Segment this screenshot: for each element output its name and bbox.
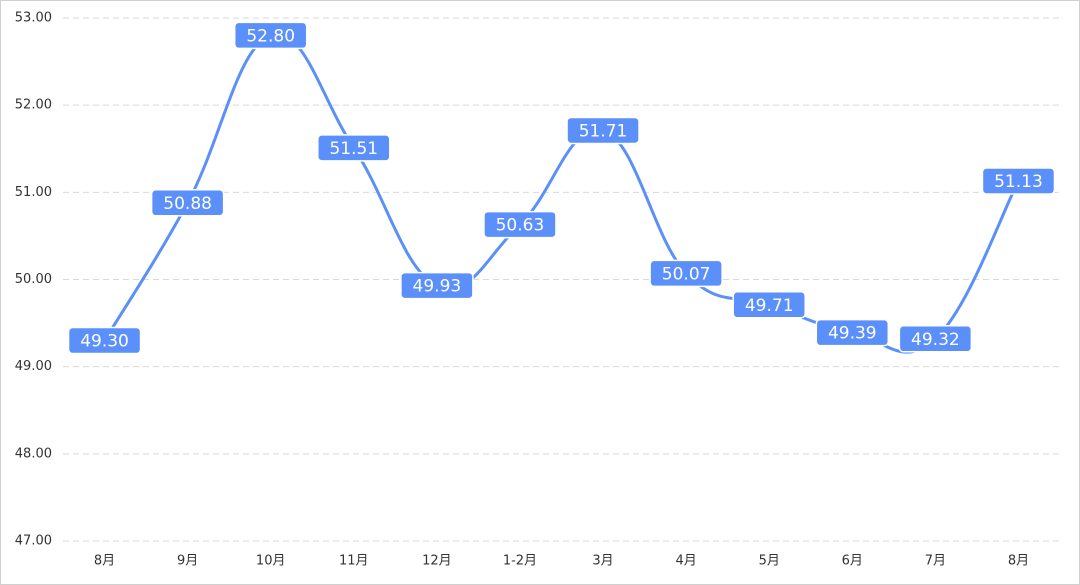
value-label-box (233, 21, 308, 50)
x-tick-label: 11月 (339, 554, 369, 569)
value-label-box (649, 259, 723, 288)
x-tick-label: 9月 (177, 554, 198, 569)
x-tick-label: 5月 (759, 554, 780, 569)
x-tick-label: 8月 (1008, 554, 1029, 569)
value-label: 51.13 (994, 172, 1043, 192)
value-label: 51.71 (579, 121, 628, 141)
value-label-box (400, 271, 474, 300)
value-label-box (150, 189, 225, 217)
x-tick-label: 4月 (675, 554, 696, 569)
y-tick-label: 53.00 (15, 11, 52, 26)
x-tick-label: 10月 (256, 554, 286, 569)
value-label-box (67, 326, 142, 355)
value-label-box (732, 291, 806, 319)
value-label-box (981, 167, 1056, 195)
y-tick-label: 51.00 (15, 185, 52, 200)
value-label: 49.30 (80, 332, 129, 352)
y-tick-label: 48.00 (15, 446, 52, 461)
value-label-box (317, 134, 391, 162)
x-tick-label: 3月 (592, 554, 613, 569)
value-label: 50.63 (496, 216, 545, 236)
y-tick-label: 47.00 (15, 534, 52, 549)
x-tick-label: 12月 (422, 554, 452, 569)
y-tick-label: 49.00 (15, 359, 52, 374)
x-tick-label: 7月 (925, 554, 946, 569)
value-label: 52.80 (246, 26, 295, 46)
x-tick-label: 6月 (842, 554, 863, 569)
y-tick-label: 50.00 (15, 272, 52, 287)
value-label-box (566, 116, 640, 145)
value-label-box (898, 325, 973, 353)
value-label: 50.07 (662, 264, 711, 284)
x-tick-label: 1-2月 (503, 554, 537, 569)
value-label-box (483, 210, 557, 239)
x-tick-label: 8月 (94, 554, 115, 569)
y-tick-label: 52.00 (15, 98, 52, 113)
value-label: 50.88 (163, 194, 212, 214)
value-label-box (815, 318, 890, 347)
value-label: 49.32 (911, 330, 960, 350)
value-label: 49.39 (828, 324, 877, 344)
value-label: 49.93 (413, 277, 462, 297)
value-label: 49.71 (745, 296, 794, 316)
value-label: 51.51 (329, 139, 378, 159)
